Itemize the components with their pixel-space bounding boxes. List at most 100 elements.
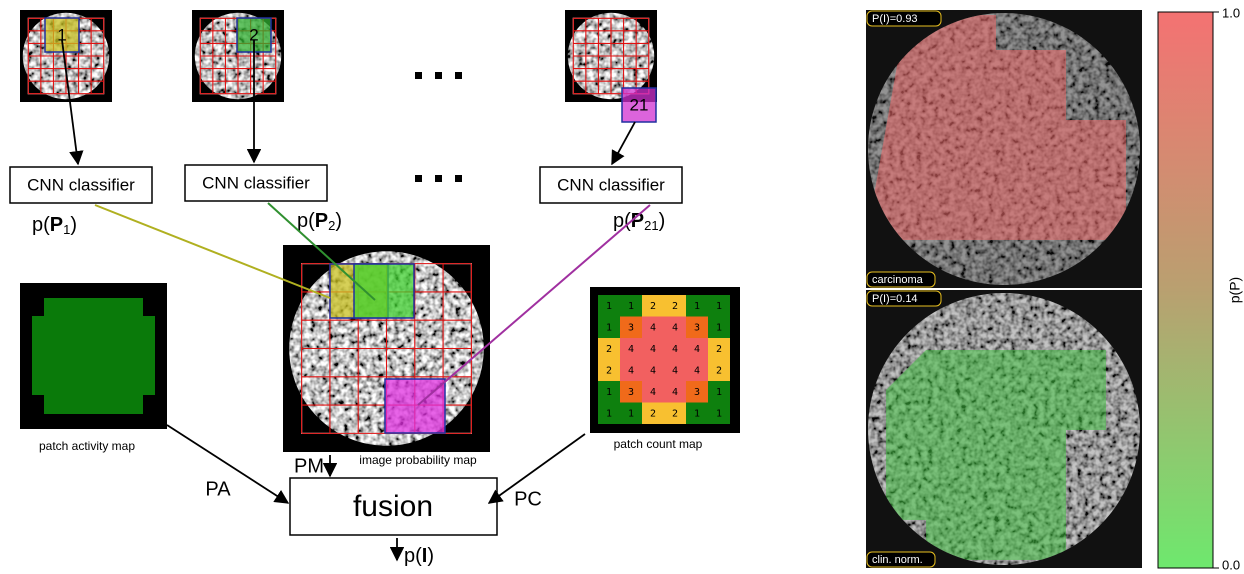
count-value: 4 — [628, 344, 634, 355]
input-label: PC — [514, 488, 542, 510]
count-cell — [686, 338, 708, 360]
count-cell — [664, 381, 686, 403]
count-cell — [598, 359, 620, 381]
output-part: p( — [297, 210, 315, 232]
output-label: p(P2) — [297, 210, 342, 233]
count-cell — [686, 316, 708, 338]
count-value: 2 — [716, 344, 722, 355]
count-value: 4 — [650, 323, 656, 334]
count-value: 2 — [606, 366, 612, 377]
arrow — [61, 39, 84, 166]
count-value: 1 — [606, 409, 612, 420]
output-sub: 21 — [644, 218, 658, 233]
map-label: image probability map — [359, 453, 477, 467]
dot — [455, 175, 462, 182]
count-value: 4 — [672, 323, 678, 334]
count-cell — [642, 338, 664, 360]
count-value: 3 — [628, 387, 634, 398]
count-cell — [642, 402, 664, 424]
colorbar-label: p(P) — [1227, 277, 1243, 303]
output-part: ) — [70, 214, 77, 236]
count-value: 1 — [628, 409, 634, 420]
count-cell — [598, 402, 620, 424]
count-cell — [664, 316, 686, 338]
count-value: 3 — [628, 323, 634, 334]
count-cell — [708, 402, 730, 424]
output-part: ) — [335, 210, 342, 232]
count-value: 1 — [606, 301, 612, 312]
count-value: 2 — [716, 366, 722, 377]
arrow — [487, 433, 586, 504]
classifier-label: CNN classifier — [202, 173, 310, 192]
count-cell — [642, 359, 664, 381]
arrow — [417, 204, 651, 406]
count-cell — [642, 295, 664, 317]
dot — [415, 72, 422, 79]
classifier-box — [184, 164, 328, 202]
patch-label: 21 — [630, 95, 649, 114]
colorbar — [1157, 11, 1214, 569]
arrow — [611, 121, 636, 166]
classifier-label: CNN classifier — [27, 175, 135, 194]
arrow — [267, 202, 376, 301]
activity-area — [32, 298, 155, 414]
dot — [455, 72, 462, 79]
count-value: 1 — [716, 301, 722, 312]
count-cell — [620, 381, 642, 403]
output-part: p( — [613, 210, 631, 232]
count-cell — [598, 338, 620, 360]
output-var: P — [50, 214, 63, 236]
dot — [435, 72, 442, 79]
count-value: 4 — [650, 344, 656, 355]
result-part: ) — [427, 545, 434, 567]
count-cell — [708, 359, 730, 381]
example-label: carcinoma — [872, 274, 924, 286]
input-label: PA — [205, 478, 231, 500]
example-probability: P(I)=0.93 — [872, 13, 918, 25]
map-label: patch activity map — [39, 439, 135, 453]
count-value: 4 — [650, 366, 656, 377]
count-value: 2 — [672, 409, 678, 420]
classifier-label: CNN classifier — [557, 175, 665, 194]
count-cell — [598, 381, 620, 403]
count-cell — [686, 295, 708, 317]
count-value: 1 — [606, 387, 612, 398]
count-value: 4 — [672, 344, 678, 355]
patch-label: 1 — [57, 25, 66, 44]
count-value: 2 — [606, 344, 612, 355]
count-value: 4 — [628, 366, 634, 377]
probability-overlay — [868, 15, 1126, 240]
count-value: 4 — [694, 344, 700, 355]
example-label: clin. norm. — [872, 554, 923, 566]
count-cell — [620, 316, 642, 338]
count-value: 1 — [694, 301, 700, 312]
count-value: 1 — [716, 323, 722, 334]
count-cell — [708, 381, 730, 403]
output-sub: 1 — [63, 222, 70, 237]
count-cell — [598, 295, 620, 317]
count-cell — [620, 402, 642, 424]
output-label: p(P21) — [613, 210, 665, 233]
count-value: 1 — [716, 387, 722, 398]
count-cell — [664, 359, 686, 381]
classifier-box — [539, 166, 683, 204]
dot — [435, 175, 442, 182]
count-value: 1 — [694, 409, 700, 420]
probability-overlay — [886, 350, 1106, 560]
count-cell — [708, 316, 730, 338]
output-part: p( — [32, 214, 50, 236]
count-value: 1 — [628, 301, 634, 312]
count-cell — [664, 402, 686, 424]
count-cell — [642, 316, 664, 338]
classifier-box — [9, 166, 153, 204]
fusion-box — [289, 477, 498, 536]
dot — [415, 175, 422, 182]
count-value: 3 — [694, 387, 700, 398]
count-value: 2 — [672, 301, 678, 312]
count-value: 1 — [606, 323, 612, 334]
colorbar-max: 1.0 — [1222, 5, 1240, 20]
patch-label: 2 — [249, 25, 258, 44]
label-box — [866, 290, 942, 307]
result-var: I — [422, 545, 428, 567]
